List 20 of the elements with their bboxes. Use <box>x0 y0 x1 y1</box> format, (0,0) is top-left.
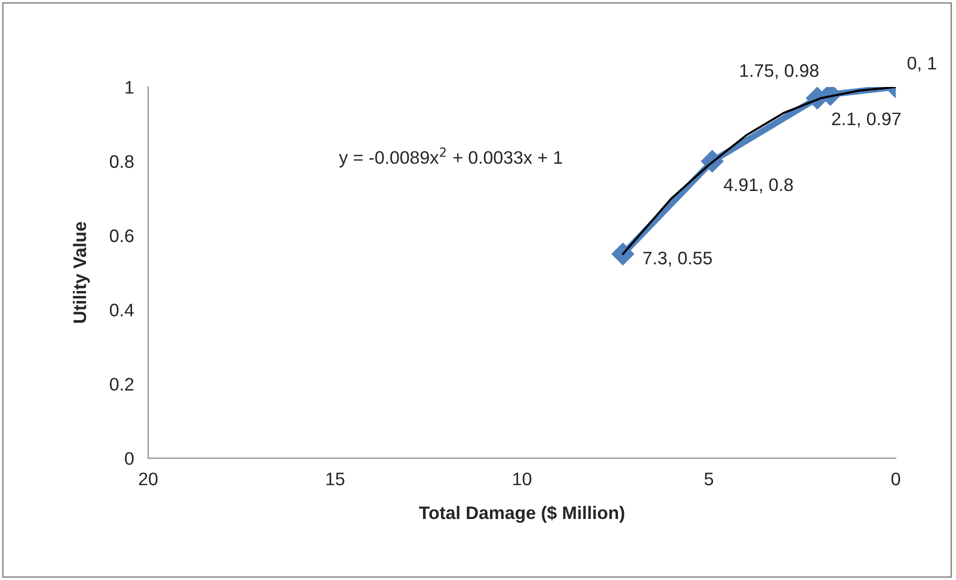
point <box>612 242 634 266</box>
y-tick-label: 0.2 <box>110 378 134 391</box>
annotation: y = -0.0089x$^{2}$ + 0.0033x + 1 <box>338 147 562 168</box>
data-label: 2.1, 0.97 <box>832 112 901 128</box>
x-tick-label: 20 <box>139 472 158 486</box>
x-tick-label: 0 <box>891 472 900 486</box>
y-tick-label: 0.4 <box>110 304 134 316</box>
x-axis-title: Total Damage ($ Million) <box>419 506 624 523</box>
data-label: 7.3, 0.55 <box>643 252 712 267</box>
x-tick-label: 10 <box>513 472 532 486</box>
y-tick-label: 0.8 <box>110 155 134 168</box>
data-label: 4.91, 0.8 <box>724 178 793 194</box>
data-label: 1.75, 0.98 <box>740 64 818 80</box>
y-tick-label: 0 <box>124 452 134 465</box>
y-tick-label: 0.6 <box>110 229 134 242</box>
x-tick-label: 5 <box>704 472 714 486</box>
y-axis-title: Utility Value <box>72 222 90 323</box>
y-tick-label: 1 <box>126 81 134 94</box>
data-label: 0, 1 <box>908 56 936 72</box>
x-tick-label: 15 <box>326 472 344 486</box>
